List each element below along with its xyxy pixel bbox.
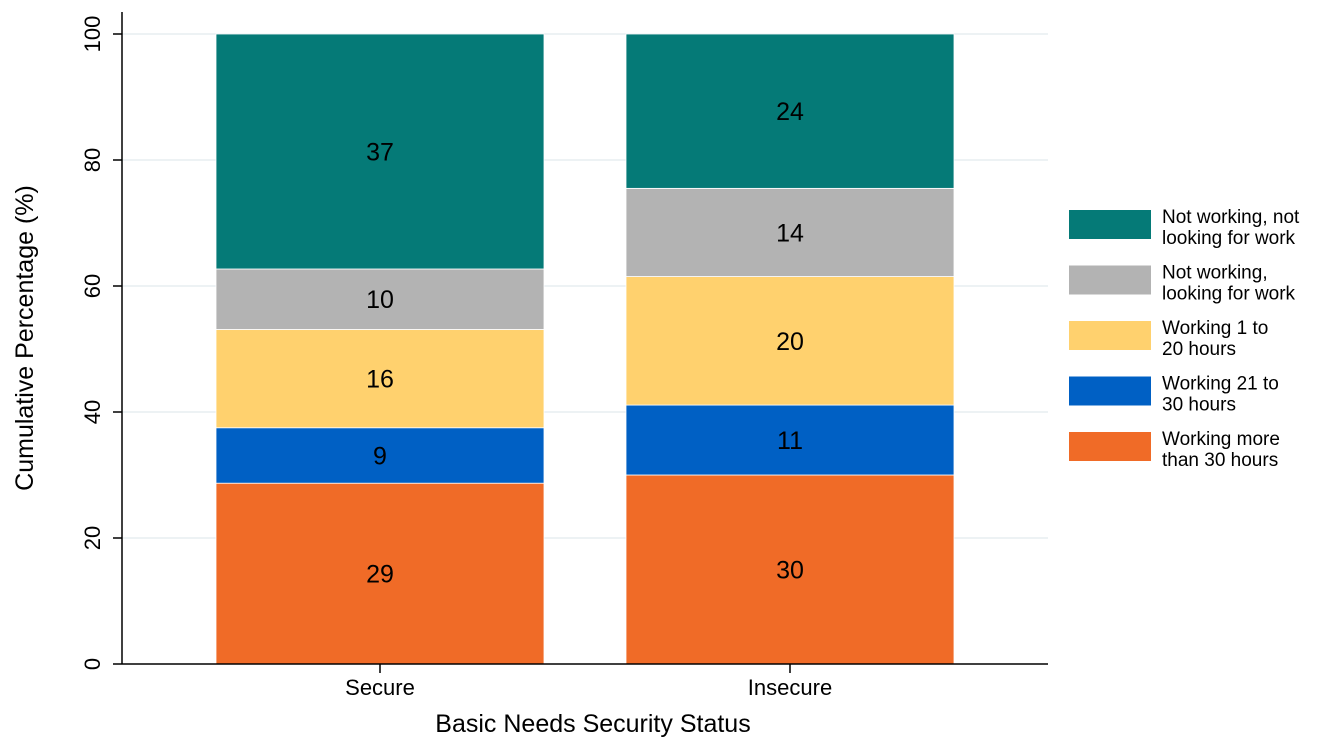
- bar-segment-secure-4: [215, 33, 545, 270]
- legend-swatch-3: [1069, 376, 1151, 406]
- legend-swatch-1: [1069, 265, 1151, 295]
- y-tick-label-60: 60: [80, 274, 105, 298]
- y-tick-label-40: 40: [80, 400, 105, 424]
- legend: Not working, not looking for work Not work…: [1069, 207, 1300, 471]
- y-tick-label-100: 100: [80, 16, 105, 53]
- bar-segment-secure-0: [215, 482, 545, 665]
- bar-value-label-insecure-0: 30: [776, 557, 804, 585]
- legend-swatch-2: [1069, 321, 1151, 350]
- bar-segment-secure-1: [215, 427, 545, 484]
- bar-segment-insecure-2: [625, 276, 955, 406]
- axes: 0 20 40 60 80 100 Secure Insecure: [80, 12, 1048, 700]
- bar-value-label-secure-3: 10: [366, 286, 394, 314]
- legend-label-4: Working more than 30 hours: [1162, 429, 1280, 471]
- y-tick-label-80: 80: [80, 148, 105, 172]
- bar-value-label-secure-4: 37: [366, 138, 394, 166]
- bar-value-label-insecure-1: 11: [777, 427, 803, 455]
- x-tick-label-insecure: Insecure: [748, 675, 832, 700]
- x-axis-title: Basic Needs Security Status: [435, 710, 750, 738]
- bar-segment-insecure-1: [625, 404, 955, 476]
- y-axis-title: Cumulative Percentage (%): [11, 185, 39, 491]
- bar-segment-secure-2: [215, 329, 545, 429]
- legend-swatch-4: [1069, 432, 1151, 461]
- bar-segment-insecure-0: [625, 474, 955, 665]
- x-tick-label-secure: Secure: [345, 675, 415, 700]
- bar-segment-insecure-4: [625, 33, 955, 189]
- bar-value-label-insecure-2: 20: [776, 328, 804, 356]
- y-tick-label-0: 0: [80, 658, 105, 670]
- bar-value-label-secure-2: 16: [366, 366, 394, 394]
- y-tick-label-20: 20: [80, 526, 105, 550]
- bar-segment-insecure-3: [625, 187, 955, 277]
- bar-value-label-insecure-4: 24: [776, 98, 804, 126]
- legend-label-1: Not working, looking for work: [1162, 263, 1296, 305]
- bar-value-label-insecure-3: 14: [776, 219, 804, 247]
- legend-label-0: Not working, not looking for work: [1162, 207, 1300, 249]
- legend-label-2: Working 1 to 20 hours: [1162, 318, 1268, 360]
- bars: 29 9 16 10 37 30 11 20 14 24: [215, 33, 955, 665]
- legend-swatch-0: [1069, 210, 1151, 239]
- legend-label-3: Working 21 to 30 hours: [1162, 374, 1279, 416]
- bar-value-label-secure-1: 9: [373, 442, 387, 470]
- bar-value-label-secure-0: 29: [366, 561, 394, 589]
